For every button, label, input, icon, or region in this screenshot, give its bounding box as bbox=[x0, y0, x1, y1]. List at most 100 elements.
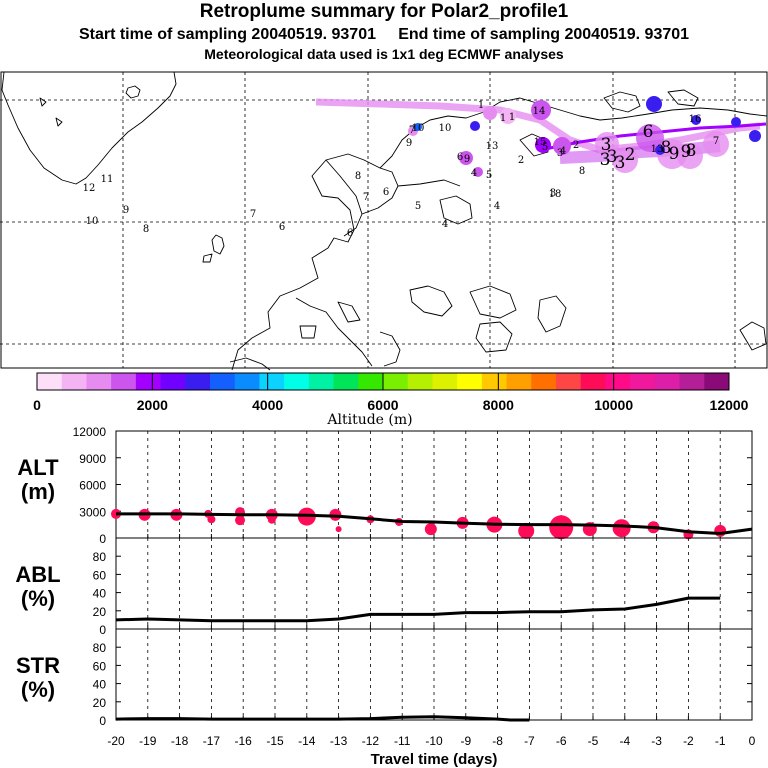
x-tick-label: -1 bbox=[715, 734, 726, 748]
y-tick-label: 20 bbox=[93, 605, 107, 619]
colorbar-tick-labels: 0 2000 4000 6000 8000 10000 12000 bbox=[33, 397, 749, 413]
x-tick-label: 0 bbox=[749, 734, 756, 748]
altitude-point bbox=[549, 515, 574, 540]
colorbar-cell bbox=[506, 373, 532, 390]
plume-marker bbox=[691, 115, 701, 125]
colorbar-cell bbox=[481, 373, 508, 390]
x-axis-label: Travel time (days) bbox=[371, 751, 498, 768]
colorbar-cell bbox=[61, 373, 87, 390]
altitude-point bbox=[335, 526, 342, 533]
colorbar-cell bbox=[259, 373, 285, 390]
plume-label: 4 bbox=[560, 146, 566, 157]
plume-label: 1 bbox=[509, 112, 515, 123]
plume-label: 7 bbox=[363, 192, 369, 203]
plume-label: 12 bbox=[83, 183, 96, 194]
panel-alt: 0 3000 6000 9000 12000 ALT(m) bbox=[17, 425, 753, 546]
y-tick-label: 0 bbox=[99, 714, 106, 728]
plume-label: 16 bbox=[689, 114, 702, 125]
y-tick-label: 20 bbox=[93, 696, 107, 710]
plume-marker bbox=[749, 130, 761, 142]
y-tick-label: 60 bbox=[93, 568, 107, 582]
x-tick-label: -14 bbox=[298, 734, 316, 748]
colorbar-cell bbox=[704, 373, 730, 390]
colorbar-cell bbox=[234, 373, 260, 390]
plume-label: 2 bbox=[573, 140, 579, 151]
colorbar-cell bbox=[556, 373, 582, 390]
series-line bbox=[115, 596, 721, 623]
colorbar-tick-label: 0 bbox=[33, 397, 41, 413]
plume-label: 9 bbox=[464, 154, 470, 165]
colorbar-cell bbox=[111, 373, 137, 390]
x-axis: -20 -19 -18 -17 -16 -15 -14 -13 -12 -11 -10 -9 -8 -7-… bbox=[107, 734, 755, 768]
plume-marker bbox=[731, 117, 741, 127]
plume-markers bbox=[408, 96, 761, 177]
plume-marker bbox=[483, 106, 497, 120]
plume-label: 1 bbox=[478, 100, 484, 111]
colorbar-cell bbox=[679, 373, 705, 390]
plume-label: 13 bbox=[486, 141, 499, 152]
x-tick-label: -9 bbox=[460, 734, 471, 748]
plume-label: 8 bbox=[355, 171, 361, 182]
map-grid bbox=[0, 72, 768, 368]
plume-label: 7 bbox=[713, 136, 719, 147]
coastlines bbox=[1, 71, 768, 371]
colorbar-cell bbox=[654, 373, 681, 390]
plume-marker bbox=[595, 132, 619, 156]
plume-label: 3 bbox=[607, 147, 618, 167]
colorbar-cells bbox=[37, 373, 730, 390]
y-tick-label: 80 bbox=[93, 550, 107, 564]
sampling-times: Start time of sampling 20040519. 93701 E… bbox=[0, 26, 768, 44]
plume-label: 3 bbox=[600, 150, 611, 170]
colorbar-cell bbox=[383, 373, 409, 390]
plume-marker bbox=[677, 143, 703, 169]
x-tick-label: -7 bbox=[524, 734, 535, 748]
plume-label: 9 bbox=[406, 138, 412, 149]
altitude-colorbar: 0 2000 4000 6000 8000 10000 12000 Altitude (m) bbox=[33, 372, 749, 428]
y-tick-label: 6000 bbox=[79, 479, 106, 493]
plume-label: 13 bbox=[651, 144, 664, 155]
colorbar-cell bbox=[333, 373, 359, 390]
colorbar-cell bbox=[630, 373, 656, 390]
plume-label: 8 bbox=[661, 138, 672, 158]
series-line bbox=[115, 715, 530, 722]
y-tick-label: 0 bbox=[99, 532, 106, 546]
plume-label: 6 bbox=[279, 222, 285, 233]
plume-marker bbox=[553, 137, 571, 155]
plume-label: 7 bbox=[250, 209, 256, 220]
x-tick-label: -16 bbox=[235, 734, 253, 748]
panel-unit: (%) bbox=[21, 677, 55, 702]
x-tick-label: -20 bbox=[107, 734, 125, 748]
colorbar-cell bbox=[37, 373, 63, 390]
plume-marker bbox=[414, 123, 422, 131]
colorbar-cell bbox=[308, 373, 335, 390]
plume-label: 3 bbox=[601, 135, 612, 155]
header: Retroplume summary for Polar2_profile1 S… bbox=[0, 0, 768, 70]
x-tick-label: -17 bbox=[203, 734, 221, 748]
panel-str: 0 20 40 60 80 STR(%) bbox=[16, 628, 753, 728]
panel-unit: (%) bbox=[21, 586, 55, 611]
altitude-point bbox=[612, 519, 631, 538]
start-time-label: Start time of sampling 20040519. 93701 bbox=[78, 26, 376, 43]
altitude-point bbox=[207, 515, 216, 524]
plume-label: 1 bbox=[500, 113, 506, 124]
plume-label: 9 bbox=[681, 142, 692, 162]
x-tick-label: -15 bbox=[266, 734, 284, 748]
y-tick-label: 0 bbox=[99, 623, 106, 637]
y-tick-label: 60 bbox=[93, 659, 107, 673]
plume-label: 4 bbox=[442, 219, 448, 230]
altitude-point bbox=[235, 515, 246, 526]
colorbar-cell bbox=[284, 373, 310, 390]
plume-label: 3 bbox=[615, 153, 626, 173]
y-tick-label: 40 bbox=[93, 678, 107, 692]
plume-marker bbox=[459, 151, 473, 165]
panel-label: STR bbox=[16, 653, 60, 678]
plume-marker bbox=[703, 131, 729, 157]
x-tick-label: -8 bbox=[492, 734, 503, 748]
panel-label: ALT bbox=[17, 455, 59, 480]
plume-label: 4 bbox=[471, 168, 477, 179]
colorbar-cell bbox=[135, 373, 162, 390]
altitude-point bbox=[518, 522, 535, 539]
